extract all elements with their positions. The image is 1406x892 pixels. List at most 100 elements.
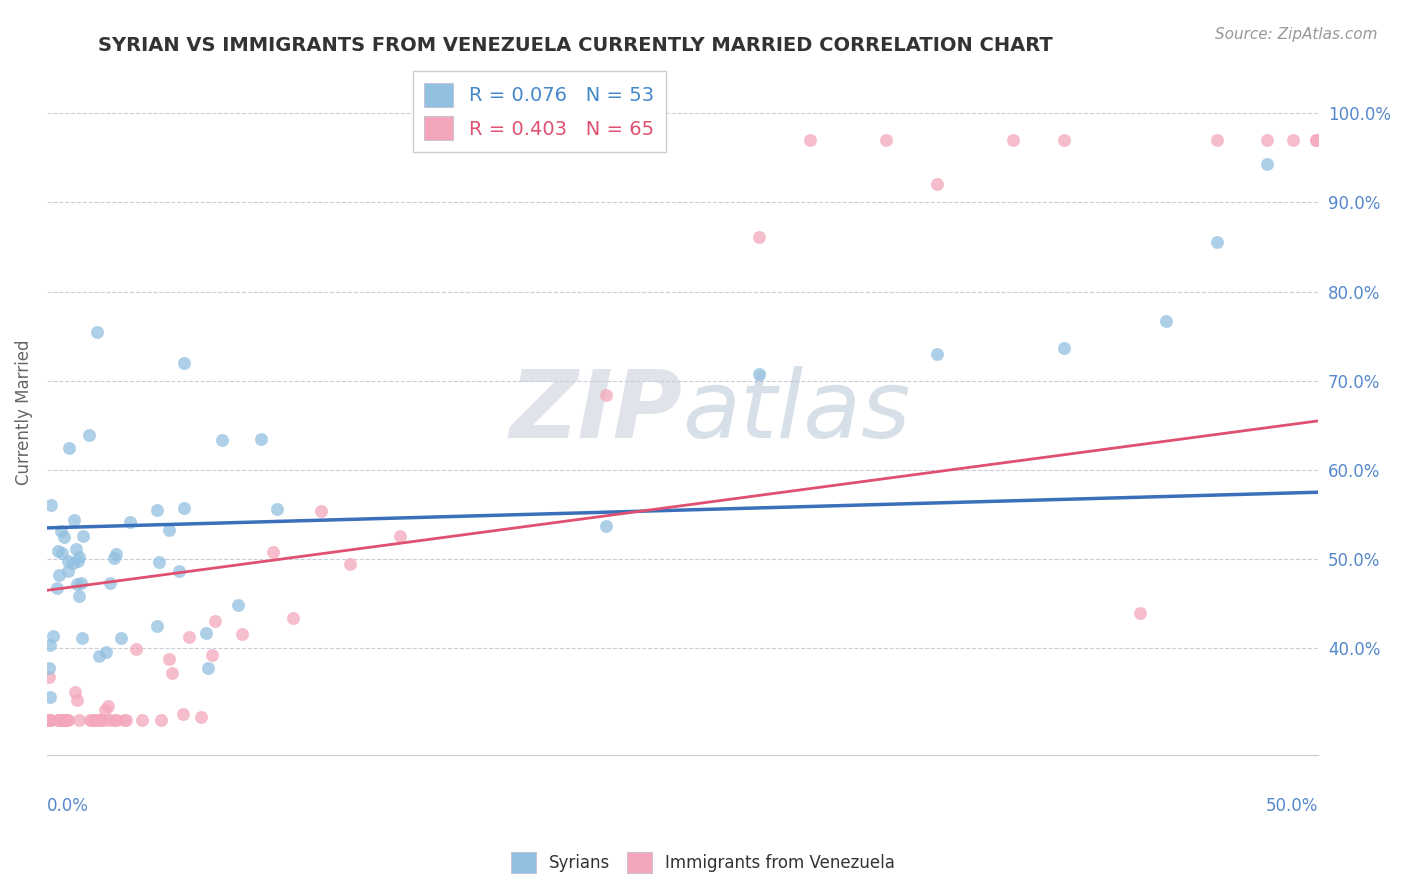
Point <box>46 713 69 727</box>
Point <box>38 670 60 684</box>
Point <box>56 565 79 579</box>
Point <box>1305 133 1327 147</box>
Point <box>281 611 304 625</box>
Point <box>110 631 132 645</box>
Point <box>87 648 110 663</box>
Point <box>39 638 62 652</box>
Point <box>65 576 87 591</box>
Point <box>39 713 62 727</box>
Point <box>200 648 222 662</box>
Point <box>63 685 86 699</box>
Point <box>84 713 107 727</box>
Text: SYRIAN VS IMMIGRANTS FROM VENEZUELA CURRENTLY MARRIED CORRELATION CHART: SYRIAN VS IMMIGRANTS FROM VENEZUELA CURR… <box>98 36 1053 54</box>
Point <box>112 713 135 727</box>
Point <box>266 502 288 516</box>
Point <box>53 713 76 727</box>
Point <box>120 515 142 529</box>
Point <box>799 133 821 147</box>
Point <box>231 626 253 640</box>
Point <box>1305 133 1327 147</box>
Point <box>66 554 89 568</box>
Point <box>125 642 148 657</box>
Point <box>748 367 770 381</box>
Point <box>160 665 183 680</box>
Point <box>173 356 195 370</box>
Point <box>58 554 80 568</box>
Point <box>1053 133 1076 147</box>
Point <box>83 713 105 727</box>
Point <box>1002 133 1025 147</box>
Point <box>38 713 60 727</box>
Point <box>104 713 127 727</box>
Point <box>69 713 91 727</box>
Point <box>46 581 69 595</box>
Point <box>131 713 153 727</box>
Text: atlas: atlas <box>682 367 911 458</box>
Point <box>389 529 412 543</box>
Point <box>100 576 122 591</box>
Point <box>48 713 70 727</box>
Point <box>925 347 948 361</box>
Point <box>339 558 361 572</box>
Point <box>62 556 84 570</box>
Y-axis label: Currently Married: Currently Married <box>15 339 32 484</box>
Point <box>49 713 72 727</box>
Point <box>1205 133 1227 147</box>
Point <box>157 523 180 537</box>
Text: Source: ZipAtlas.com: Source: ZipAtlas.com <box>1215 27 1378 42</box>
Legend: Syrians, Immigrants from Venezuela: Syrians, Immigrants from Venezuela <box>505 846 901 880</box>
Point <box>172 706 194 721</box>
Point <box>1205 235 1227 250</box>
Point <box>58 442 80 456</box>
Point <box>86 325 108 339</box>
Point <box>46 544 69 558</box>
Point <box>94 702 117 716</box>
Text: 0.0%: 0.0% <box>46 797 89 814</box>
Point <box>925 178 948 192</box>
Point <box>39 498 62 512</box>
Point <box>38 660 60 674</box>
Point <box>190 709 212 723</box>
Point <box>38 713 60 727</box>
Point <box>145 502 167 516</box>
Point <box>48 568 70 582</box>
Point <box>87 713 110 727</box>
Point <box>52 713 75 727</box>
Point <box>72 631 94 645</box>
Point <box>51 546 73 560</box>
Point <box>595 387 617 401</box>
Point <box>150 713 173 727</box>
Point <box>42 629 65 643</box>
Point <box>309 504 332 518</box>
Point <box>98 713 121 727</box>
Point <box>1154 314 1177 328</box>
Point <box>49 713 72 727</box>
Point <box>115 713 138 727</box>
Point <box>67 549 90 564</box>
Text: ZIP: ZIP <box>510 366 682 458</box>
Point <box>65 541 87 556</box>
Point <box>1129 606 1152 620</box>
Point <box>97 699 120 714</box>
Point <box>1053 341 1076 355</box>
Point <box>262 544 284 558</box>
Point <box>748 230 770 244</box>
Point <box>51 524 73 539</box>
Point <box>56 713 79 727</box>
Point <box>197 661 219 675</box>
Point <box>1282 133 1305 147</box>
Point <box>39 713 62 727</box>
Point <box>146 619 169 633</box>
Point <box>94 645 117 659</box>
Point <box>77 428 100 442</box>
Text: 50.0%: 50.0% <box>1265 797 1319 814</box>
Point <box>103 550 125 565</box>
Point <box>67 589 90 603</box>
Point <box>66 693 89 707</box>
Point <box>179 630 201 644</box>
Point <box>79 713 101 727</box>
Point <box>249 433 271 447</box>
Point <box>595 518 617 533</box>
Point <box>63 513 86 527</box>
Point <box>53 713 76 727</box>
